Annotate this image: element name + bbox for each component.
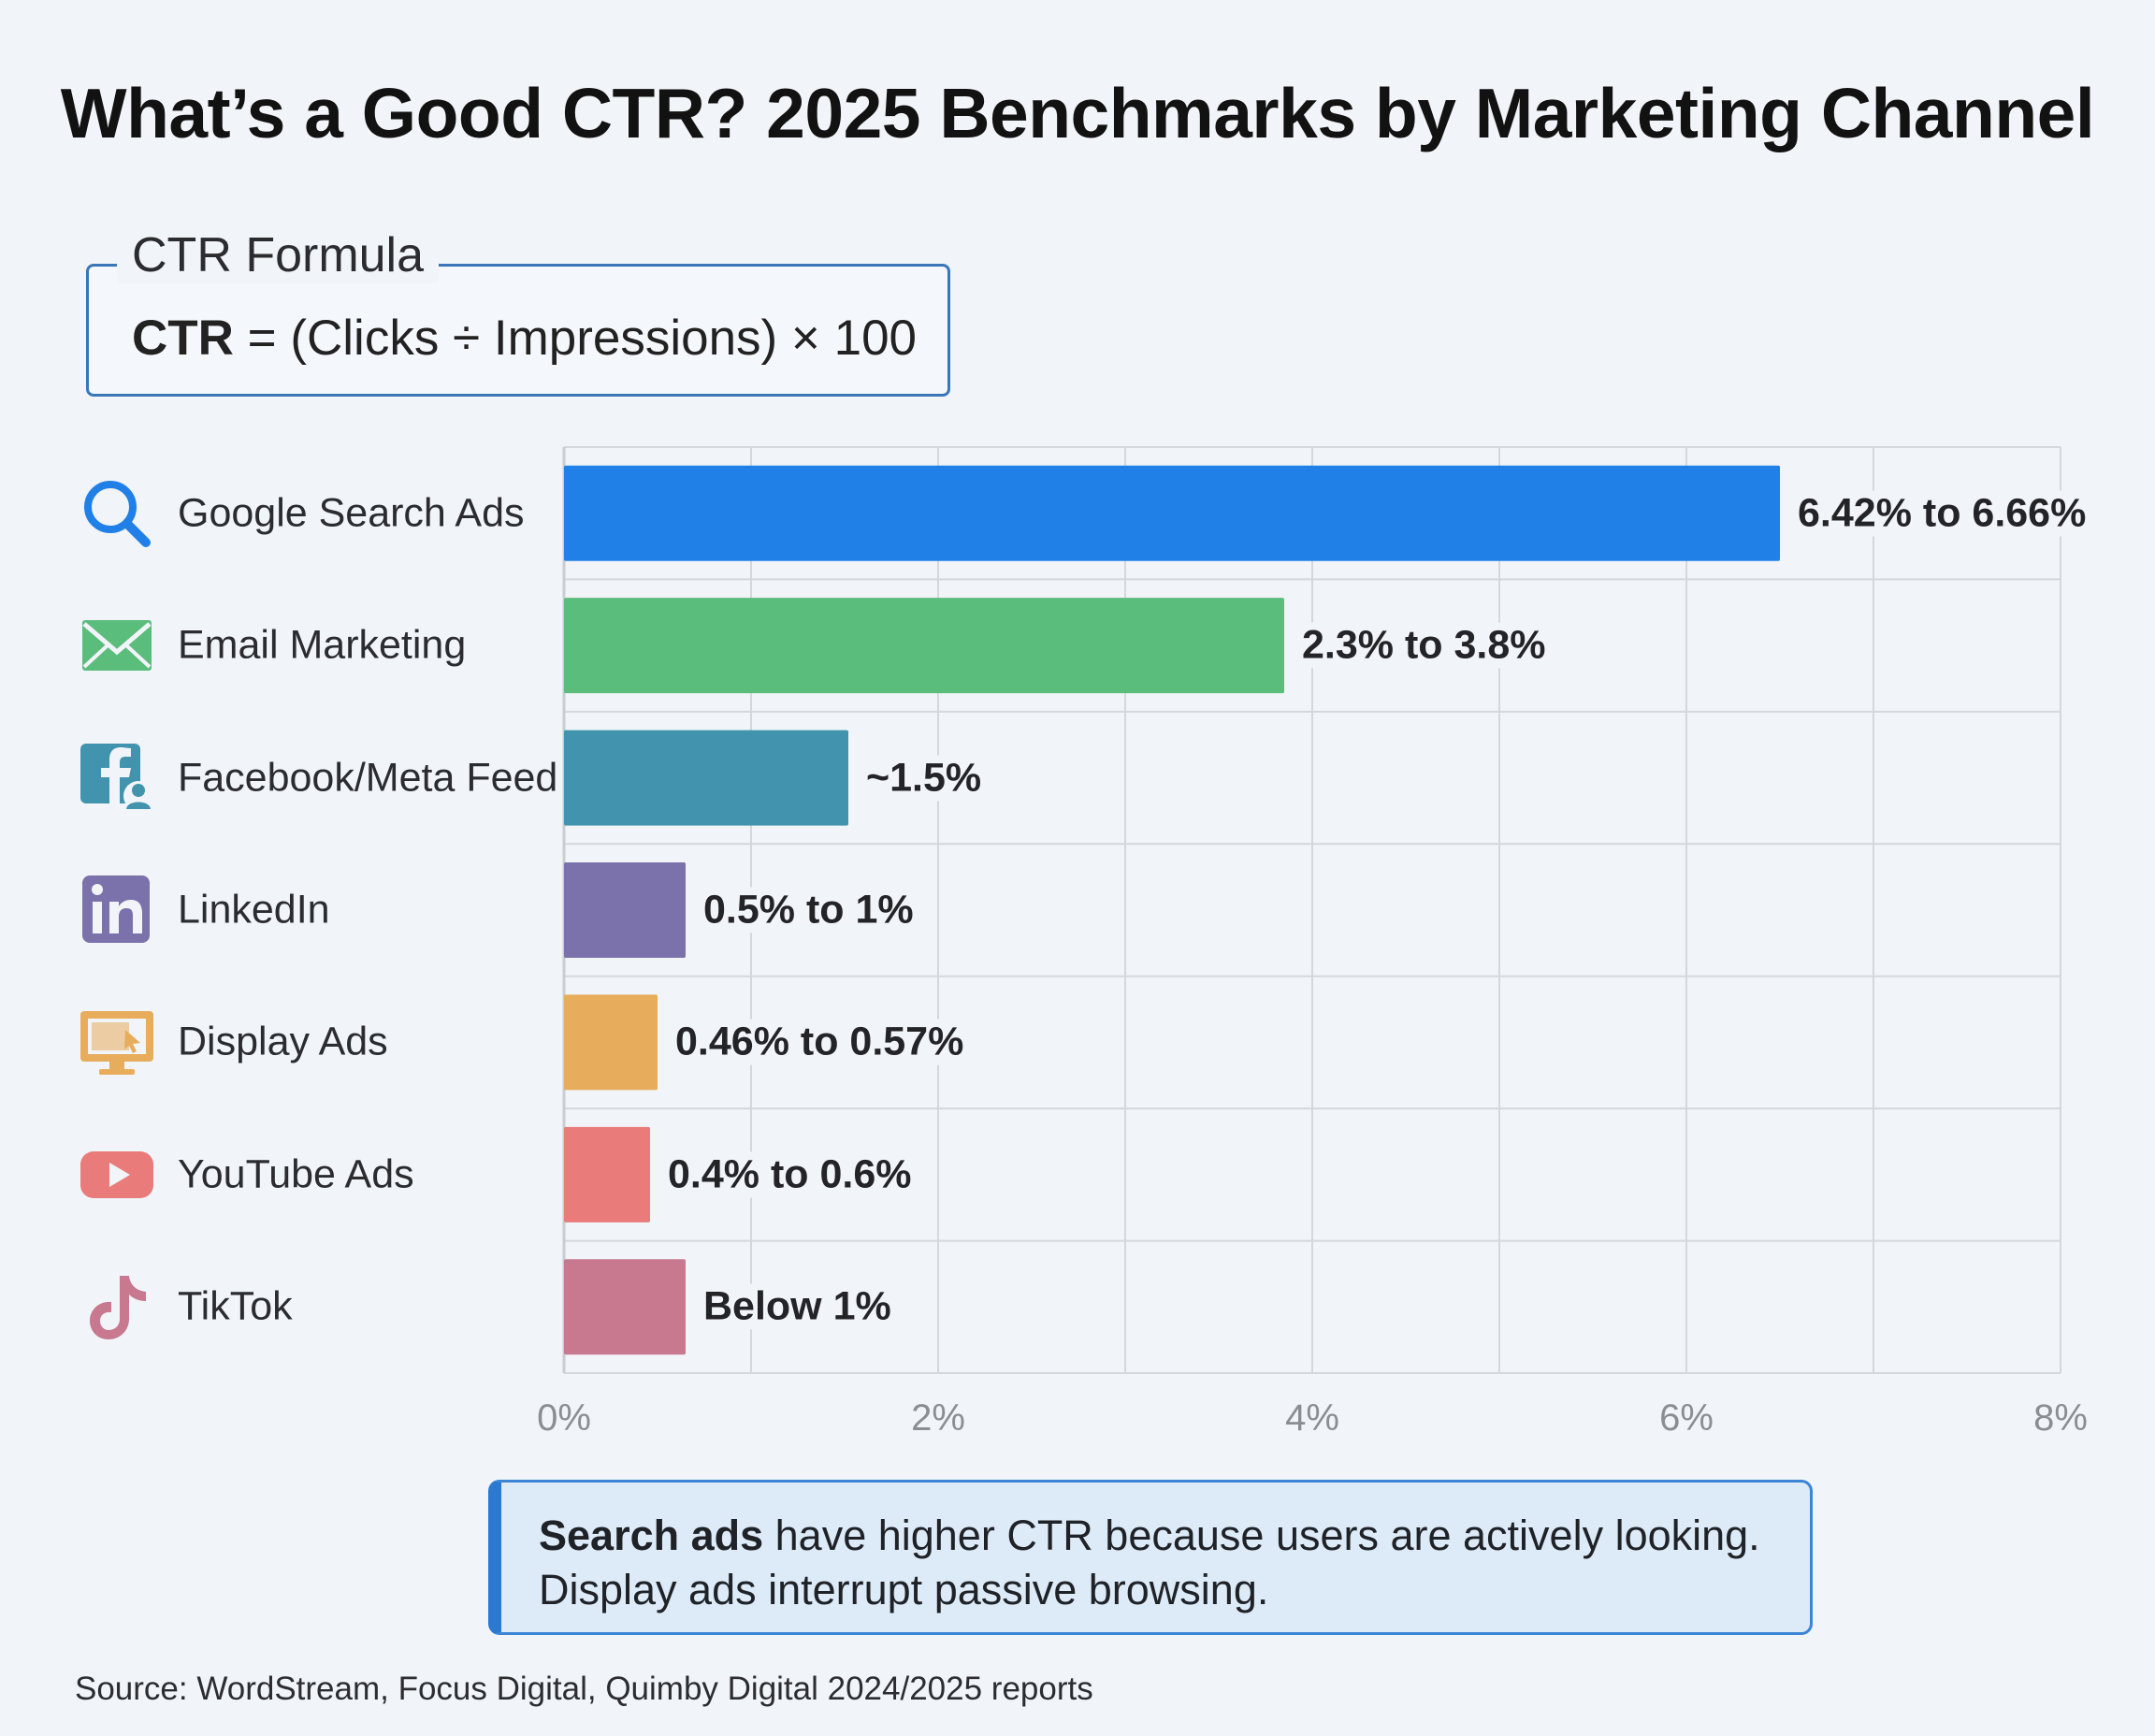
callout-bold: Search ads	[539, 1512, 764, 1559]
ctr-formula-rhs: = (Clicks ÷ Impressions) × 100	[233, 311, 918, 366]
x-tick-label: 4%	[1285, 1397, 1339, 1439]
insight-callout: Search ads have higher CTR because users…	[488, 1445, 1813, 1635]
bar-value-label: 0.4% to 0.6%	[651, 1151, 929, 1198]
callout-line-1-rest: have higher CTR because users are active…	[763, 1512, 1760, 1559]
x-tick-label: 6%	[1659, 1397, 1714, 1439]
bar-value-label: ~1.5%	[849, 755, 999, 802]
bar-value-label: 2.3% to 3.8%	[1285, 622, 1563, 669]
bar-value-label: Below 1%	[687, 1283, 908, 1330]
x-tick-label: 8%	[2033, 1397, 2088, 1439]
category-label: Email Marketing	[178, 622, 467, 668]
callout-line-2: Display ads interrupt passive browsing.	[539, 1566, 1269, 1613]
x-tick-label: 2%	[911, 1397, 965, 1439]
category-label: Facebook/Meta Feed	[178, 755, 558, 801]
youtube-play-icon	[79, 1136, 155, 1213]
tiktok-icon	[79, 1268, 155, 1345]
bar-value-label: 6.42% to 6.66%	[1781, 490, 2104, 537]
chart-title: What’s a Good CTR? 2025 Benchmarks by Ma…	[60, 74, 2095, 152]
callout-line-1: Search ads have higher CTR because users…	[539, 1509, 1760, 1563]
x-tick-label: 0%	[537, 1397, 591, 1439]
bar-value-label: 0.5% to 1%	[687, 887, 931, 933]
category-label: Google Search Ads	[178, 490, 525, 536]
ctr-formula-legend: CTR Formula	[117, 227, 440, 283]
ctr-formula-lhs: CTR	[132, 311, 234, 366]
bar-facebook	[564, 730, 848, 826]
callout-text: Search ads have higher CTR because users…	[539, 1509, 1760, 1617]
ctr-formula-box: CTR Formula CTR = (Clicks ÷ Impressions)…	[86, 227, 950, 397]
category-label: YouTube Ads	[178, 1151, 414, 1197]
search-icon	[79, 475, 155, 552]
bar-youtube-play	[564, 1126, 650, 1222]
ctr-formula-text: CTR = (Clicks ÷ Impressions) × 100	[132, 310, 917, 367]
category-label: Display Ads	[178, 1019, 388, 1064]
source-note: Source: WordStream, Focus Digital, Quimb…	[75, 1671, 1093, 1707]
bar-value-label: 0.46% to 0.57%	[658, 1019, 981, 1065]
bar-tiktok	[564, 1259, 686, 1355]
category-label: TikTok	[178, 1283, 293, 1329]
mail-icon	[79, 607, 155, 684]
bar-search	[564, 465, 1780, 561]
bar-mail	[564, 598, 1284, 694]
display-monitor-icon	[79, 1004, 155, 1080]
bar-display-monitor	[564, 994, 658, 1091]
facebook-icon	[79, 740, 155, 817]
category-label: LinkedIn	[178, 887, 330, 933]
bar-linkedin	[564, 862, 686, 958]
linkedin-icon	[79, 872, 155, 948]
